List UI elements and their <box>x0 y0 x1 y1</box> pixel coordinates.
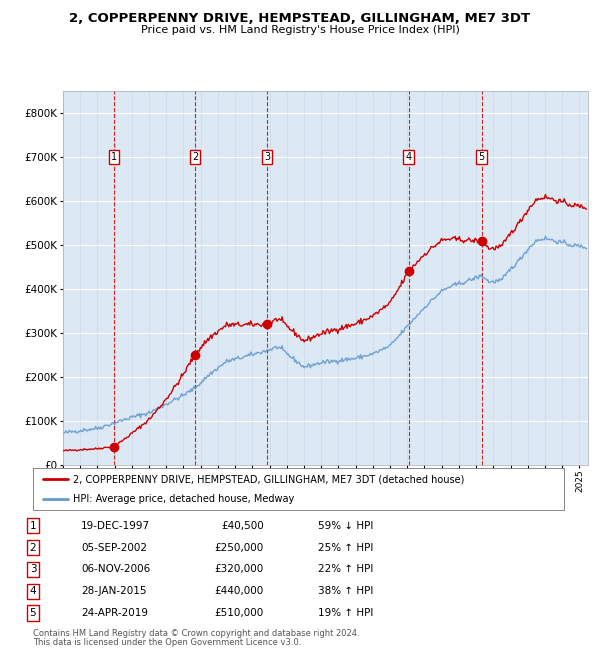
Text: £250,000: £250,000 <box>215 543 264 552</box>
Text: 25% ↑ HPI: 25% ↑ HPI <box>318 543 373 552</box>
Text: £320,000: £320,000 <box>215 564 264 575</box>
Text: Contains HM Land Registry data © Crown copyright and database right 2024.: Contains HM Land Registry data © Crown c… <box>33 629 359 638</box>
Text: HPI: Average price, detached house, Medway: HPI: Average price, detached house, Medw… <box>73 494 294 504</box>
Text: Price paid vs. HM Land Registry's House Price Index (HPI): Price paid vs. HM Land Registry's House … <box>140 25 460 34</box>
Text: 2: 2 <box>29 543 37 552</box>
Text: 4: 4 <box>406 152 412 162</box>
Text: £440,000: £440,000 <box>215 586 264 596</box>
Text: 2, COPPERPENNY DRIVE, HEMPSTEAD, GILLINGHAM, ME7 3DT: 2, COPPERPENNY DRIVE, HEMPSTEAD, GILLING… <box>70 12 530 25</box>
Text: This data is licensed under the Open Government Licence v3.0.: This data is licensed under the Open Gov… <box>33 638 301 647</box>
Text: 24-APR-2019: 24-APR-2019 <box>81 608 148 618</box>
Text: 05-SEP-2002: 05-SEP-2002 <box>81 543 147 552</box>
Text: 1: 1 <box>111 152 117 162</box>
Text: 3: 3 <box>264 152 270 162</box>
Text: 2: 2 <box>192 152 199 162</box>
Text: 2, COPPERPENNY DRIVE, HEMPSTEAD, GILLINGHAM, ME7 3DT (detached house): 2, COPPERPENNY DRIVE, HEMPSTEAD, GILLING… <box>73 474 464 484</box>
Text: 1: 1 <box>29 521 37 530</box>
Text: £40,500: £40,500 <box>221 521 264 530</box>
Text: 06-NOV-2006: 06-NOV-2006 <box>81 564 150 575</box>
Text: 38% ↑ HPI: 38% ↑ HPI <box>318 586 373 596</box>
Text: 28-JAN-2015: 28-JAN-2015 <box>81 586 146 596</box>
Text: 5: 5 <box>29 608 37 618</box>
Text: 3: 3 <box>29 564 37 575</box>
Text: 19% ↑ HPI: 19% ↑ HPI <box>318 608 373 618</box>
Text: 19-DEC-1997: 19-DEC-1997 <box>81 521 150 530</box>
Text: 4: 4 <box>29 586 37 596</box>
Text: £510,000: £510,000 <box>215 608 264 618</box>
Text: 59% ↓ HPI: 59% ↓ HPI <box>318 521 373 530</box>
Text: 5: 5 <box>478 152 485 162</box>
Text: 22% ↑ HPI: 22% ↑ HPI <box>318 564 373 575</box>
